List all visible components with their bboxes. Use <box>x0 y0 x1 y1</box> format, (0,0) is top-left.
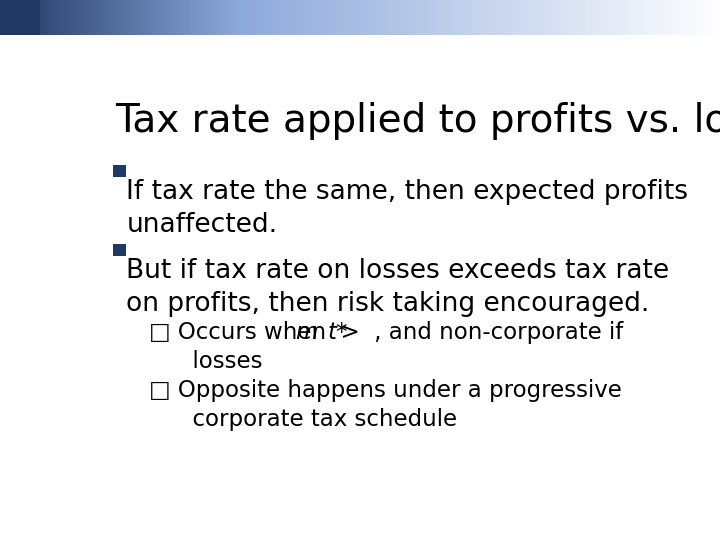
Bar <box>114 165 126 177</box>
Bar <box>114 244 126 256</box>
Text: □ Opposite happens under a progressive
      corporate tax schedule: □ Opposite happens under a progressive c… <box>148 379 621 431</box>
Text: □ Occurs when  >  , and non-corporate if
      losses: □ Occurs when > , and non-corporate if l… <box>148 321 623 373</box>
Text: If tax rate the same, then expected profits
unaffected.: If tax rate the same, then expected prof… <box>126 179 688 238</box>
Text: m: m <box>294 321 317 343</box>
Text: But if tax rate on losses exceeds tax rate
on profits, then risk taking encourag: But if tax rate on losses exceeds tax ra… <box>126 258 670 317</box>
Text: t*: t* <box>327 321 348 343</box>
Text: Tax rate applied to profits vs. losses: Tax rate applied to profits vs. losses <box>115 102 720 140</box>
